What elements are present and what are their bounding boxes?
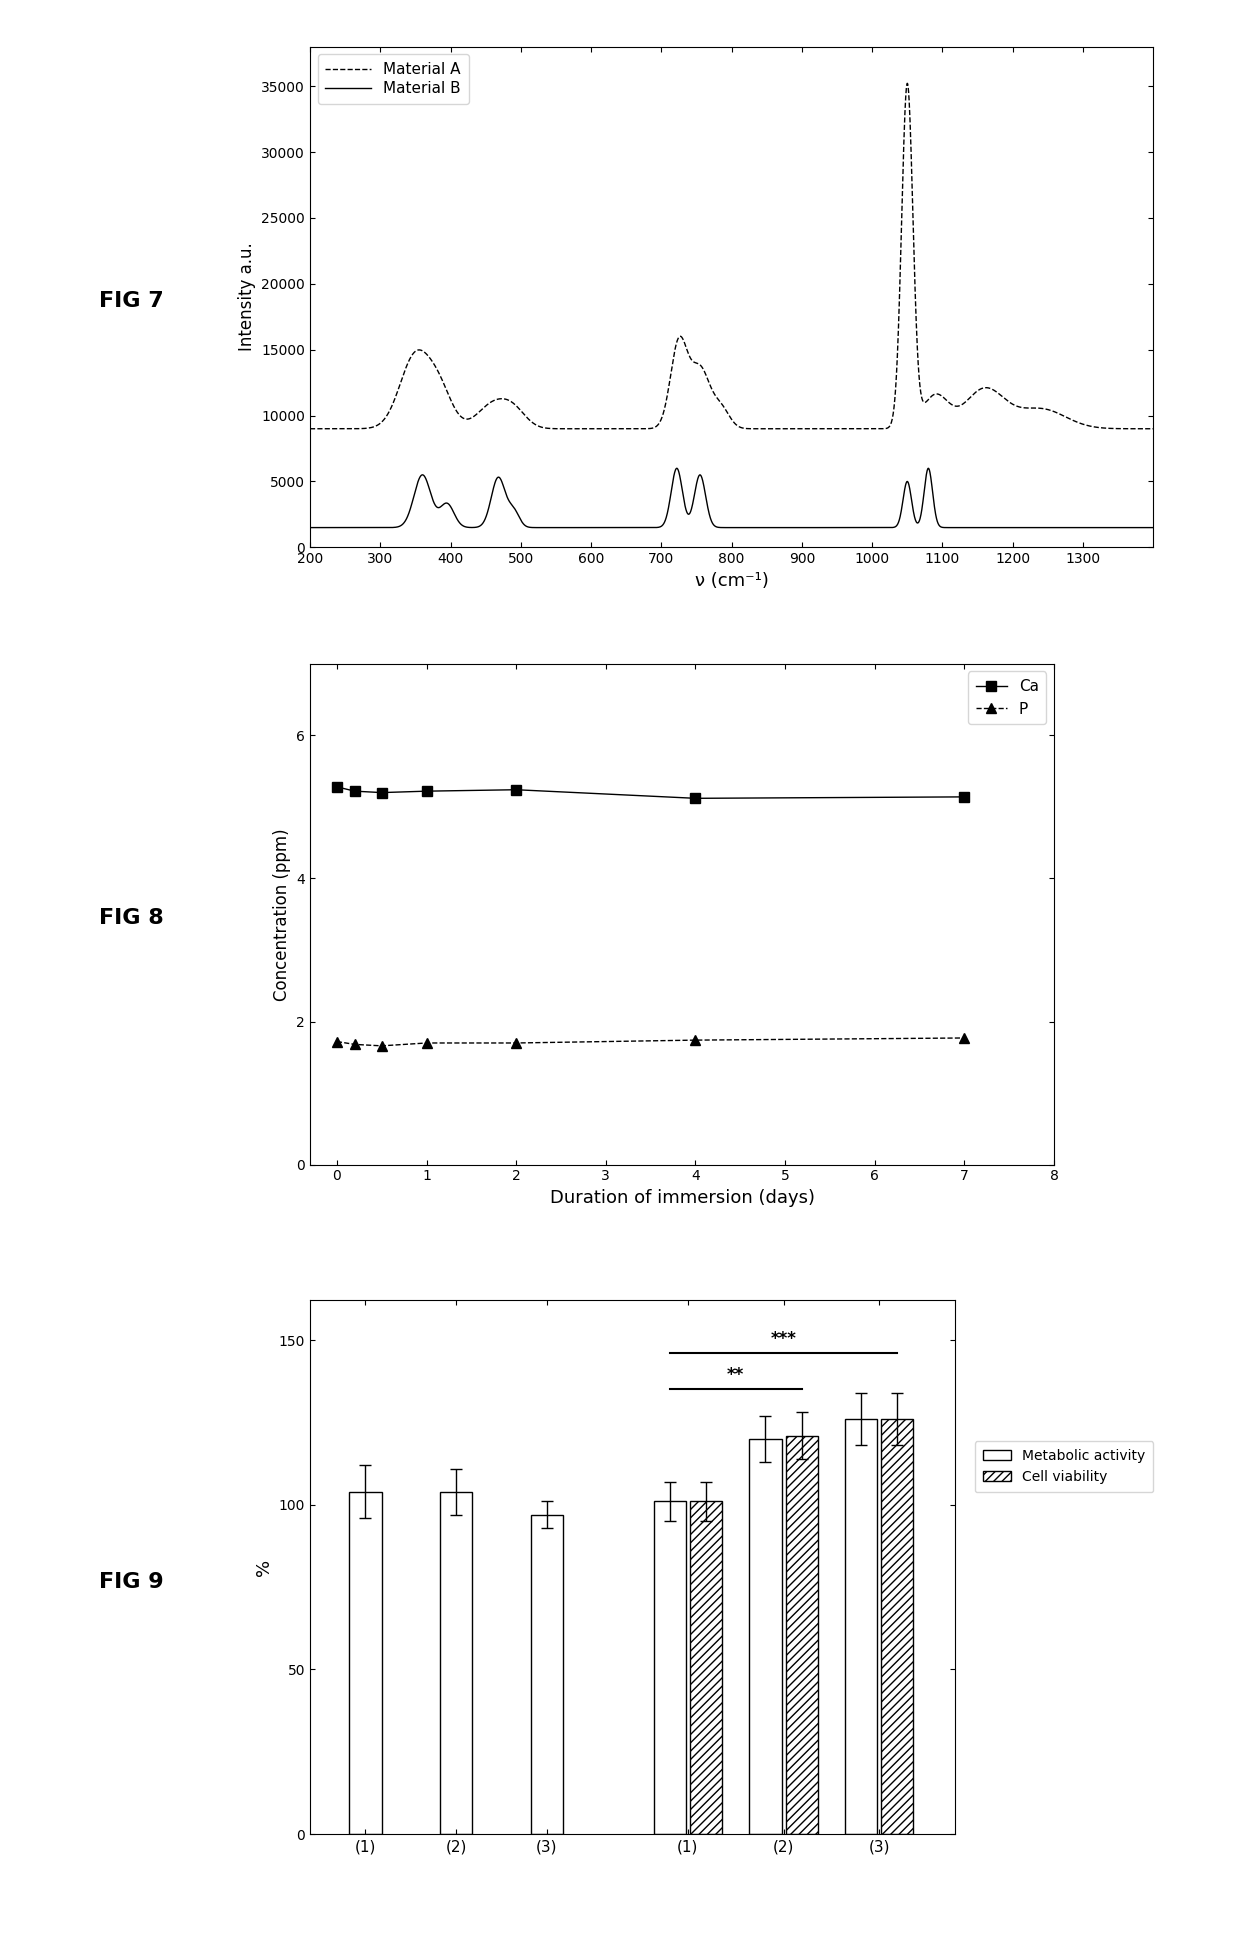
Ca [957,786,972,809]
Ca [347,780,362,804]
Material B [662,487,677,510]
Material A [1146,417,1161,441]
Bar [440,1491,472,1834]
P [374,1035,389,1058]
P [347,1033,362,1056]
Material A [662,369,677,392]
Legend: Metabolic activity, Cell viability: Metabolic activity, Cell viability [975,1440,1153,1493]
P [419,1031,434,1054]
Line: Ca: Ca [332,782,970,804]
Ca [688,786,703,809]
Y-axis label: %: % [255,1559,273,1576]
Legend: Material A, Material B: Material A, Material B [317,54,469,105]
Legend: Ca, P: Ca, P [968,672,1047,724]
Material B [1146,516,1161,540]
P [508,1031,523,1054]
Ca [374,780,389,804]
X-axis label: Duration of immersion (days): Duration of immersion (days) [549,1190,815,1207]
Ca [508,778,523,802]
Material A [785,417,800,441]
Bar [844,1419,877,1834]
Material B [1039,516,1054,540]
X-axis label: ν (cm⁻¹): ν (cm⁻¹) [694,573,769,590]
Bar [689,1502,722,1834]
Text: **: ** [727,1366,744,1384]
Ca [330,774,345,798]
Bar [882,1419,914,1834]
Material A [626,417,641,441]
Text: FIG 7: FIG 7 [99,291,164,311]
Line: Material A: Material A [310,83,1153,429]
Text: FIG 8: FIG 8 [99,908,164,928]
Material B [626,516,641,540]
P [957,1027,972,1050]
Material A [900,72,915,95]
Text: FIG 9: FIG 9 [99,1572,164,1592]
Material A [449,400,464,423]
Y-axis label: Intensity a.u.: Intensity a.u. [238,243,255,351]
Material B [399,509,414,532]
Bar [786,1436,818,1834]
Material A [303,417,317,441]
Material A [1130,417,1145,441]
P [688,1029,703,1052]
Material B [1130,516,1145,540]
P [330,1031,345,1054]
Bar [749,1438,781,1834]
Text: ***: *** [770,1330,796,1349]
Bar [350,1491,382,1834]
Y-axis label: Concentration (ppm): Concentration (ppm) [273,829,290,1000]
Ca [419,780,434,804]
Material A [1039,398,1054,421]
Material B [303,516,317,540]
Material A [399,355,414,378]
Material B [449,507,464,530]
Line: P: P [332,1033,970,1050]
Material B [670,456,684,479]
Line: Material B: Material B [310,468,1153,528]
Bar [531,1514,563,1834]
Bar [653,1502,686,1834]
